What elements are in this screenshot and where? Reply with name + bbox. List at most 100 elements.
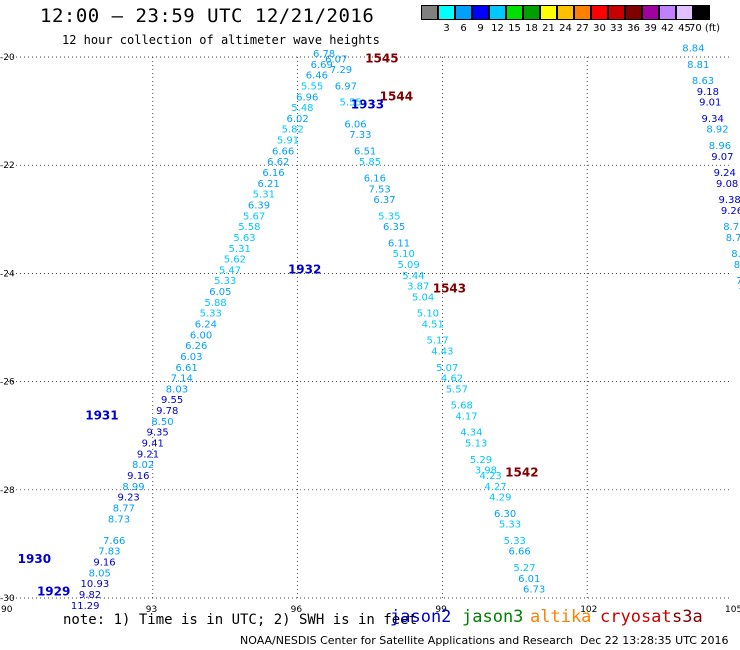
y-tick-label: -24 <box>0 269 15 279</box>
legend-label: 3 <box>443 23 450 34</box>
legend-label: 45 <box>678 23 691 34</box>
wave-height-value: 5.68 <box>451 401 473 412</box>
legend-swatch <box>608 5 625 20</box>
wave-height-value: 8.05 <box>89 568 111 579</box>
pass-time-label: 1545 <box>365 51 398 65</box>
legend-swatch <box>659 5 676 20</box>
wave-height-value: 6.35 <box>383 222 405 233</box>
wave-height-value: 9.24 <box>714 168 736 179</box>
pass-time-label: 1929 <box>37 584 70 598</box>
wave-height-value: 8.73 <box>108 514 130 525</box>
x-tick-label: 90 <box>1 605 13 615</box>
wave-height-value: 8.77 <box>113 503 135 514</box>
pass-time-label: 1932 <box>288 262 321 276</box>
wave-height-value: 5.47 <box>219 265 241 276</box>
y-tick-label: -26 <box>0 378 15 388</box>
wave-height-value: 9.82 <box>79 590 101 601</box>
wave-height-value: 5.55 <box>301 81 323 92</box>
wave-height-value: 4.43 <box>431 347 453 358</box>
wave-height-value: 4.34 <box>460 428 482 439</box>
wave-height-value: 5.29 <box>470 455 492 466</box>
footer-note: note: 1) Time is in UTC; 2) SWH is in fe… <box>63 612 418 628</box>
legend-label: 24 <box>559 23 572 34</box>
wave-height-value: 5.48 <box>291 103 313 114</box>
wave-height-value: 5.33 <box>214 276 236 287</box>
wave-height-value: 8.96 <box>709 141 731 152</box>
wave-height-value: 8.02 <box>132 460 154 471</box>
pass-time-label: 1542 <box>505 465 538 479</box>
wave-height-value: 5.44 <box>402 271 424 282</box>
wave-height-value: 8.99 <box>122 482 144 493</box>
wave-height-value: 8.84 <box>682 44 704 55</box>
wave-height-value: 5.10 <box>393 249 415 260</box>
wave-height-value: 9.08 <box>716 179 738 190</box>
wave-height-value: 5.85 <box>359 157 381 168</box>
y-tick-label: -22 <box>0 161 15 171</box>
wave-height-value: 5.13 <box>465 439 487 450</box>
legend-swatch <box>540 5 557 20</box>
wave-height-value: 6.51 <box>354 146 376 157</box>
wave-height-value: 4.29 <box>489 493 511 504</box>
generated-date: Dec 22 13:28:35 UTC 2016 <box>580 634 729 647</box>
wave-height-value: 9.21 <box>137 449 159 460</box>
wave-height-value: 5.35 <box>378 211 400 222</box>
legend-label: 6 <box>460 23 467 34</box>
wave-height-value: 6.66 <box>272 146 294 157</box>
wave-height-value: 5.10 <box>417 309 439 320</box>
wave-height-value: 9.26 <box>721 206 740 217</box>
y-tick-label: -20 <box>0 53 15 63</box>
wave-height-value: 8.77 <box>726 233 740 244</box>
wave-height-value: 6.62 <box>267 157 289 168</box>
pass-time-label: 1544 <box>380 89 413 103</box>
wave-height-value: 3.98 <box>475 466 497 477</box>
wave-height-value: 5.09 <box>397 260 419 271</box>
wave-height-value: 5.63 <box>233 233 255 244</box>
pass-time-label: 1930 <box>18 552 51 566</box>
pass-time-label: 1543 <box>433 281 466 295</box>
wave-height-value: 5.31 <box>229 244 251 255</box>
wave-height-value: 8.50 <box>151 417 173 428</box>
satellite-name-cryosat: cryosat <box>600 607 672 627</box>
wave-height-value: 9.16 <box>93 558 115 569</box>
wave-height-value: 7.9 <box>736 276 740 287</box>
wave-height-value: 6.01 <box>518 574 540 585</box>
pass-time-label: 1931 <box>85 408 118 422</box>
satellite-name-altika: altika <box>530 607 592 627</box>
wave-height-value: 8.92 <box>706 125 728 136</box>
wave-height-value: 6.00 <box>190 330 212 341</box>
wave-height-value: 5.33 <box>200 309 222 320</box>
legend-swatch <box>523 5 540 20</box>
wave-height-value: 6.24 <box>195 320 217 331</box>
wave-height-value: 6.97 <box>335 81 357 92</box>
wave-height-value: 7.14 <box>171 374 193 385</box>
y-tick-label: -28 <box>0 486 15 496</box>
wave-height-value: 7.29 <box>330 65 352 76</box>
wave-height-value: 6.96 <box>296 92 318 103</box>
wave-height-value: 7.53 <box>369 184 391 195</box>
satellite-name-jason3: jason3 <box>462 607 524 627</box>
wave-height-value: 9.41 <box>142 439 164 450</box>
wave-height-value: 9.23 <box>118 493 140 504</box>
wave-height-value: 6.02 <box>286 114 308 125</box>
wave-height-value: 6.46 <box>306 71 328 82</box>
wave-height-value: 11.29 <box>71 601 100 612</box>
legend-label: 36 <box>627 23 640 34</box>
y-tick-label: -30 <box>0 594 15 604</box>
wave-height-value: 6.26 <box>185 341 207 352</box>
legend-label: 12 <box>491 23 504 34</box>
wave-height-value: 9.38 <box>718 195 740 206</box>
wave-height-value: 4.23 <box>480 471 502 482</box>
legend-swatch <box>421 5 438 20</box>
legend-label: 42 <box>661 23 674 34</box>
wave-height-value: 6.30 <box>494 509 516 520</box>
legend-label: 9 <box>477 23 484 34</box>
wave-height-value: 5.07 <box>436 363 458 374</box>
wave-height-value: 8.6 <box>731 249 740 260</box>
wave-height-value: 8.63 <box>692 76 714 87</box>
wave-height-value: 4.17 <box>455 411 477 422</box>
x-tick-label: 96 <box>291 605 303 615</box>
legend-label: 39 <box>644 23 657 34</box>
legend-swatch <box>574 5 591 20</box>
wave-height-value: 6.66 <box>508 547 530 558</box>
